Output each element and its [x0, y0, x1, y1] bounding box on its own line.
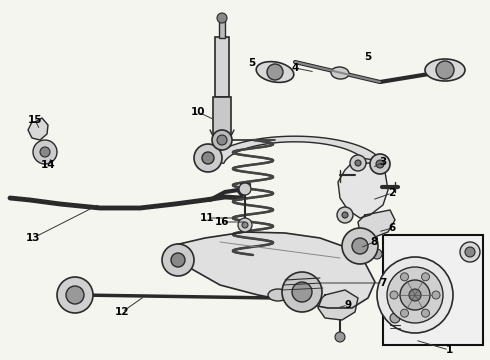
Circle shape: [432, 291, 440, 299]
Circle shape: [400, 273, 409, 281]
Ellipse shape: [256, 62, 294, 82]
Ellipse shape: [425, 59, 465, 81]
Text: 14: 14: [41, 160, 55, 170]
Circle shape: [387, 267, 443, 323]
Circle shape: [282, 272, 322, 312]
Circle shape: [390, 291, 398, 299]
Circle shape: [202, 152, 214, 164]
Circle shape: [421, 273, 430, 281]
Bar: [219, 20, 225, 38]
Circle shape: [337, 207, 353, 223]
Ellipse shape: [268, 289, 288, 301]
Circle shape: [409, 289, 421, 301]
Circle shape: [242, 222, 248, 228]
Circle shape: [217, 13, 227, 23]
Text: 13: 13: [26, 233, 40, 243]
Polygon shape: [175, 232, 375, 308]
Circle shape: [350, 155, 366, 171]
Bar: [240, 183, 250, 189]
Bar: [383, 235, 483, 345]
Circle shape: [342, 212, 348, 218]
Circle shape: [400, 309, 409, 317]
Circle shape: [355, 160, 361, 166]
Bar: [215, 37, 229, 97]
Circle shape: [33, 140, 57, 164]
Polygon shape: [358, 210, 395, 238]
Circle shape: [292, 282, 312, 302]
Circle shape: [342, 228, 378, 264]
Circle shape: [372, 249, 382, 259]
Circle shape: [460, 242, 480, 262]
Bar: [213, 97, 231, 137]
Text: 1: 1: [445, 345, 453, 355]
Circle shape: [376, 160, 384, 168]
Circle shape: [239, 183, 251, 195]
Circle shape: [352, 238, 368, 254]
Circle shape: [465, 247, 475, 257]
Circle shape: [217, 135, 227, 145]
Text: 8: 8: [370, 237, 378, 247]
Text: 7: 7: [379, 278, 387, 288]
Circle shape: [267, 64, 283, 80]
Circle shape: [335, 332, 345, 342]
Circle shape: [238, 218, 252, 232]
Circle shape: [162, 244, 194, 276]
Circle shape: [421, 309, 430, 317]
Text: 6: 6: [389, 223, 395, 233]
Text: 3: 3: [379, 157, 387, 167]
Polygon shape: [28, 118, 48, 140]
Polygon shape: [318, 290, 358, 320]
Circle shape: [57, 277, 93, 313]
Text: 15: 15: [28, 115, 42, 125]
Circle shape: [370, 154, 390, 174]
Circle shape: [171, 253, 185, 267]
Text: 16: 16: [215, 217, 229, 227]
Circle shape: [400, 280, 430, 310]
Text: 11: 11: [200, 213, 214, 223]
Text: 10: 10: [191, 107, 205, 117]
Text: 9: 9: [344, 300, 351, 310]
Circle shape: [40, 147, 50, 157]
Polygon shape: [338, 158, 388, 218]
Circle shape: [66, 286, 84, 304]
Ellipse shape: [331, 67, 349, 79]
Circle shape: [212, 130, 232, 150]
Circle shape: [436, 61, 454, 79]
Circle shape: [377, 257, 453, 333]
Text: 4: 4: [292, 63, 299, 73]
Circle shape: [390, 313, 400, 323]
Polygon shape: [208, 136, 382, 163]
Text: 12: 12: [115, 307, 129, 317]
Text: 2: 2: [389, 188, 395, 198]
Circle shape: [194, 144, 222, 172]
Text: 5: 5: [248, 58, 256, 68]
Text: 5: 5: [365, 52, 371, 62]
